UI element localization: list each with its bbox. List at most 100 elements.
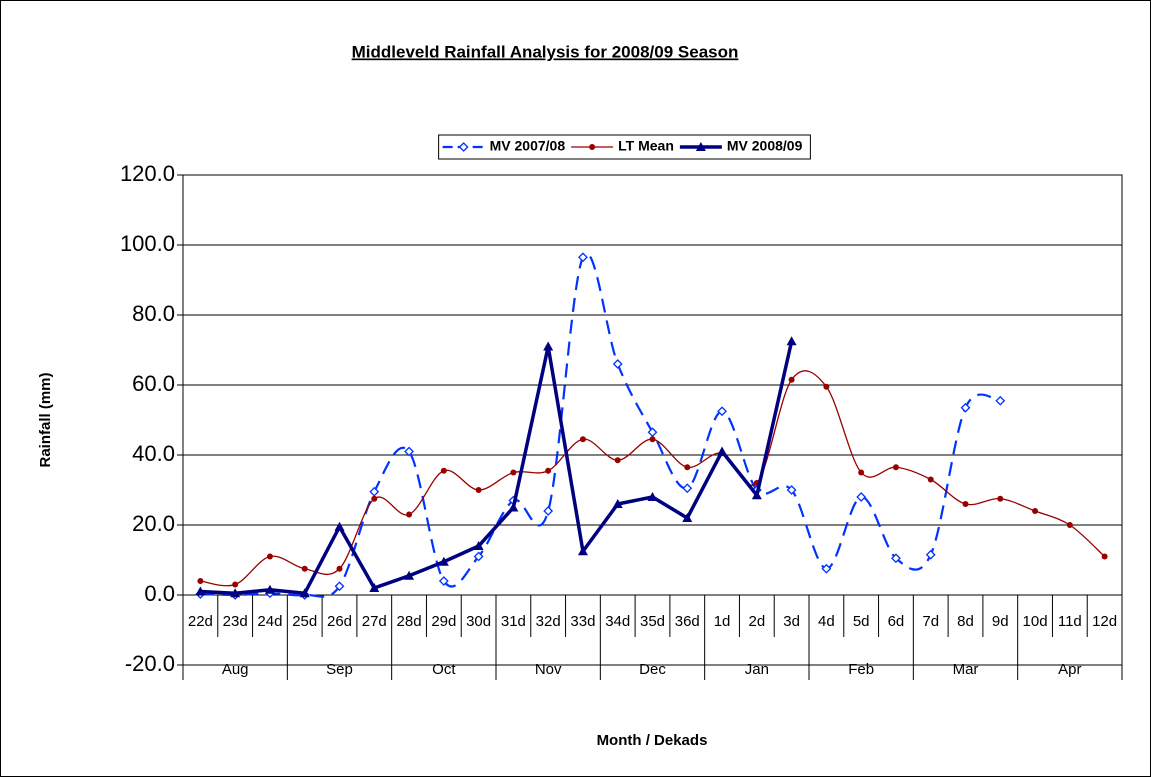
- marker: [473, 541, 484, 550]
- marker: [1032, 508, 1039, 514]
- y-tick-label: 40.0: [132, 441, 175, 466]
- x-tick-label: 31d: [501, 613, 526, 630]
- marker: [647, 492, 658, 501]
- x-tick-label: 34d: [605, 613, 630, 630]
- series-line: [200, 370, 1106, 587]
- marker: [788, 376, 795, 383]
- marker: [995, 395, 1006, 406]
- marker: [197, 578, 204, 584]
- marker: [195, 586, 206, 596]
- marker: [404, 570, 415, 580]
- x-group-label: Mar: [953, 661, 979, 678]
- marker: [266, 553, 273, 560]
- marker: [858, 469, 865, 476]
- legend-box: [438, 134, 811, 160]
- marker: [786, 485, 797, 495]
- marker: [232, 581, 239, 588]
- marker: [299, 588, 310, 598]
- x-group-label: Jan: [745, 661, 769, 678]
- legend-item: LT Mean: [571, 138, 674, 154]
- marker: [589, 144, 596, 150]
- marker: [891, 553, 901, 564]
- marker: [510, 469, 517, 476]
- marker: [438, 556, 449, 566]
- marker: [369, 486, 380, 497]
- marker: [336, 565, 343, 572]
- x-tick-label: 5d: [853, 613, 870, 630]
- marker: [612, 499, 623, 508]
- y-axis-label: Rainfall (mm): [37, 372, 54, 467]
- x-tick-label: 6d: [888, 613, 905, 630]
- marker: [543, 341, 554, 351]
- y-tick-label: 0.0: [144, 581, 175, 606]
- marker: [614, 457, 621, 464]
- marker: [545, 467, 552, 474]
- marker: [856, 492, 867, 502]
- x-tick-label: 22d: [188, 613, 213, 630]
- marker: [404, 446, 414, 457]
- marker: [371, 495, 378, 502]
- marker: [301, 565, 308, 572]
- y-tick-label: 120.0: [120, 161, 175, 186]
- marker: [649, 436, 656, 443]
- marker: [786, 336, 797, 346]
- x-group-label: Aug: [222, 661, 249, 678]
- marker: [717, 446, 728, 456]
- marker: [925, 549, 936, 560]
- x-group-label: Feb: [848, 661, 874, 678]
- x-tick-label: 30d: [466, 613, 491, 630]
- marker: [230, 588, 241, 598]
- marker: [962, 501, 969, 507]
- x-tick-label: 28d: [397, 613, 422, 630]
- x-tick-label: 26d: [327, 613, 352, 630]
- marker: [682, 513, 693, 522]
- marker: [821, 563, 832, 574]
- legend-label: MV 2007/08: [490, 138, 566, 154]
- x-group-label: Dec: [639, 661, 666, 678]
- marker: [264, 584, 275, 594]
- marker: [751, 490, 762, 500]
- legend: MV 2007/08 LT Mean MV 2008/09: [438, 134, 811, 160]
- x-tick-label: 8d: [957, 613, 974, 630]
- marker: [927, 476, 934, 483]
- x-tick-label: 1d: [714, 613, 731, 630]
- x-tick-label: 23d: [223, 613, 248, 630]
- marker: [578, 252, 588, 263]
- x-tick-label: 11d: [1058, 613, 1082, 630]
- y-tick-label: 100.0: [120, 231, 175, 256]
- marker: [717, 406, 727, 417]
- x-tick-label: 32d: [536, 613, 561, 630]
- marker: [543, 506, 554, 516]
- legend-label: MV 2008/09: [727, 138, 803, 154]
- marker: [695, 142, 706, 151]
- marker: [684, 464, 691, 471]
- x-tick-label: 35d: [640, 613, 665, 630]
- x-tick-label: 33d: [570, 613, 595, 630]
- marker: [892, 464, 899, 471]
- marker: [440, 467, 447, 474]
- marker: [682, 483, 693, 494]
- y-tick-label: 20.0: [132, 511, 175, 536]
- x-group-label: Sep: [326, 661, 353, 678]
- x-tick-label: 10d: [1023, 613, 1048, 630]
- x-group-label: Nov: [535, 661, 562, 678]
- marker: [1066, 522, 1073, 528]
- series-line: [200, 340, 794, 596]
- x-tick-label: 24d: [257, 613, 282, 630]
- marker: [334, 521, 345, 531]
- x-group-label: Oct: [432, 661, 456, 678]
- x-tick-label: 25d: [292, 613, 317, 630]
- x-tick-label: 7d: [922, 613, 939, 630]
- marker: [438, 576, 449, 586]
- marker: [960, 402, 971, 413]
- legend-item: MV 2008/09: [679, 138, 803, 154]
- x-group-label: Apr: [1058, 661, 1081, 678]
- marker: [508, 502, 519, 512]
- x-tick-label: 27d: [362, 613, 387, 630]
- plot-area: [182, 174, 1123, 666]
- legend-item: MV 2007/08: [442, 138, 566, 154]
- marker: [579, 436, 586, 443]
- x-tick-label: 12d: [1092, 613, 1117, 630]
- x-tick-label: 4d: [818, 613, 835, 630]
